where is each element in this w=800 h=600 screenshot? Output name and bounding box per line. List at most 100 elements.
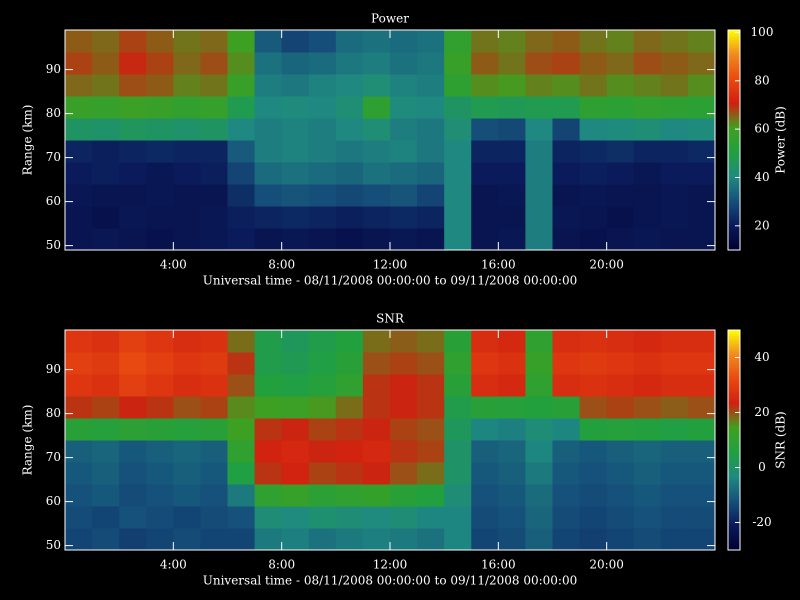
heatmap-cell — [308, 462, 337, 485]
heatmap-cell — [173, 118, 201, 141]
colorbar-step — [728, 104, 740, 107]
heatmap-cell — [146, 374, 174, 397]
colorbar-step — [728, 176, 740, 179]
heatmap-cell — [471, 528, 499, 551]
heatmap-cell — [92, 418, 120, 441]
heatmap-cell — [119, 418, 147, 441]
heatmap-cell — [254, 462, 283, 485]
heatmap-cell — [417, 30, 445, 53]
colorbar-step — [728, 126, 740, 129]
colorbar-tick-label: 20 — [754, 218, 769, 232]
heatmap-cell — [119, 140, 147, 163]
colorbar-step — [728, 94, 740, 97]
heatmap-cell — [552, 396, 581, 419]
heatmap-cell — [227, 462, 256, 485]
colorbar-step — [728, 334, 740, 337]
y-tick-label: 90 — [46, 362, 61, 376]
colorbar-tick-label: 0 — [758, 460, 766, 474]
colorbar-step — [728, 80, 740, 83]
heatmap-cell — [200, 462, 228, 485]
heatmap-cell — [471, 184, 499, 207]
colorbar-step — [728, 96, 740, 99]
colorbar-step — [728, 182, 740, 185]
colorbar-step — [728, 390, 740, 393]
colorbar-step — [728, 68, 740, 71]
heatmap-cell — [660, 528, 689, 551]
colorbar-step — [728, 228, 740, 231]
heatmap-cell — [92, 74, 120, 97]
colorbar-step — [728, 198, 740, 201]
colorbar-step — [728, 32, 740, 35]
heatmap-cell — [281, 462, 310, 485]
heatmap-cell — [65, 30, 93, 53]
colorbar-step — [728, 414, 740, 417]
colorbar-step — [728, 192, 740, 195]
heatmap-cell — [92, 140, 120, 163]
colorbar — [728, 30, 740, 251]
heatmap-cell — [417, 162, 445, 185]
heatmap-cell — [687, 396, 716, 419]
x-tick-label: 12:00 — [373, 258, 408, 272]
heatmap-cell — [390, 184, 418, 207]
heatmap-cell — [606, 140, 635, 163]
heatmap-cell — [227, 374, 256, 397]
heatmap-cell — [498, 118, 526, 141]
colorbar-step — [728, 142, 740, 145]
x-tick-label: 20:00 — [589, 258, 624, 272]
heatmap-cell — [390, 352, 418, 375]
heatmap-cell — [633, 462, 662, 485]
heatmap-cell — [146, 352, 174, 375]
heatmap-cell — [633, 330, 662, 353]
heatmap-cell — [390, 228, 418, 251]
heatmap-cell — [173, 74, 201, 97]
colorbar-step — [728, 64, 740, 67]
colorbar-frame — [727, 29, 741, 251]
heatmap-cell — [660, 30, 689, 53]
heatmap-cell — [335, 374, 364, 397]
colorbar-step — [728, 360, 740, 363]
colorbar-step — [728, 468, 740, 471]
colorbar-step — [728, 540, 740, 543]
heatmap-cell — [444, 96, 472, 119]
heatmap-cell — [281, 162, 310, 185]
heatmap-cell — [92, 206, 120, 229]
colorbar-step — [728, 166, 740, 169]
heatmap-cell — [471, 484, 499, 507]
heatmap-cell — [173, 440, 201, 463]
colorbar-step — [728, 454, 740, 457]
colorbar-step — [728, 156, 740, 159]
heatmap-cell — [579, 484, 608, 507]
heatmap-cell — [579, 118, 608, 141]
heatmap-cell — [660, 440, 689, 463]
colorbar-step — [728, 480, 740, 483]
heatmap-cell — [606, 418, 635, 441]
heatmap-cell — [552, 506, 581, 529]
heatmap-cell — [308, 418, 337, 441]
heatmap-cell — [606, 96, 635, 119]
heatmap-cell — [606, 396, 635, 419]
colorbar-step — [728, 72, 740, 75]
heatmap-cell — [687, 30, 716, 53]
heatmap-cell — [200, 396, 228, 419]
colorbar-step — [728, 484, 740, 487]
heatmap-cell — [525, 30, 553, 53]
heatmap-cell — [119, 528, 147, 551]
colorbar-step — [728, 506, 740, 509]
heatmap-cell — [606, 162, 635, 185]
colorbar-step — [728, 520, 740, 523]
heatmap-cell — [335, 184, 364, 207]
heatmap-cell — [308, 96, 337, 119]
colorbar-step — [728, 394, 740, 397]
colorbar-step — [728, 410, 740, 413]
colorbar-step — [728, 482, 740, 485]
heatmap-cell — [633, 74, 662, 97]
colorbar-step — [728, 184, 740, 187]
heatmap-cells — [65, 30, 716, 251]
heatmap-cell — [525, 352, 553, 375]
colorbar-step — [728, 492, 740, 495]
heatmap-cell — [281, 118, 310, 141]
heatmap-cell — [308, 140, 337, 163]
heatmap-cell — [227, 528, 256, 551]
heatmap-cell — [200, 484, 228, 507]
colorbar-label: SNR (dB) — [774, 411, 788, 468]
